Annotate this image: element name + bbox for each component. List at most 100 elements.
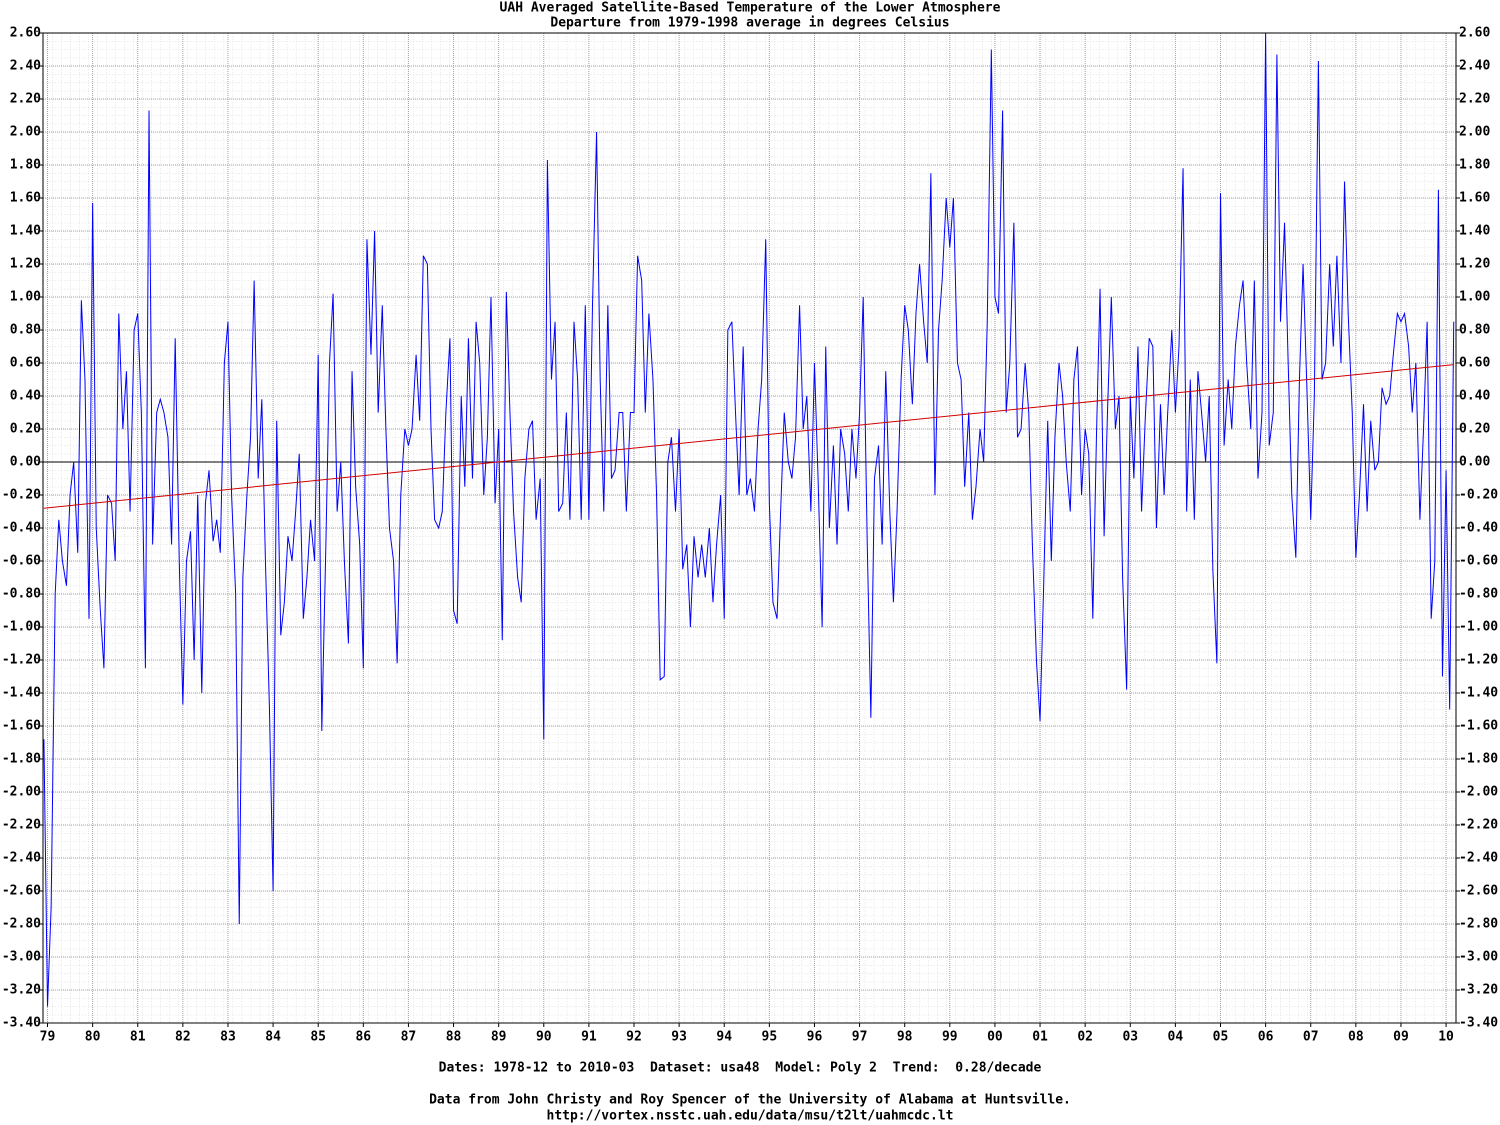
x-tick-label: 92	[626, 1030, 642, 1045]
y-tick-label: -3.40	[2, 1016, 41, 1031]
y-tick-label: 1.60	[10, 191, 41, 206]
x-tick-label: 07	[1303, 1030, 1319, 1045]
y2-tick-label: -2.60	[1459, 884, 1498, 899]
x-tick-label: 03	[1122, 1030, 1138, 1045]
y2-tick-label: -1.80	[1459, 752, 1498, 767]
y2-tick-label: -1.40	[1459, 686, 1498, 701]
x-tick-label: 02	[1077, 1030, 1093, 1045]
y-tick-label: -0.20	[2, 488, 41, 503]
y-tick-label: -3.00	[2, 950, 41, 965]
y-tick-label: -3.20	[2, 983, 41, 998]
x-tick-label: 87	[401, 1030, 417, 1045]
y-tick-label: -1.40	[2, 686, 41, 701]
y2-tick-label: 1.20	[1459, 257, 1490, 272]
x-tick-label: 96	[807, 1030, 823, 1045]
y2-tick-label: -0.60	[1459, 554, 1498, 569]
y2-tick-label: 1.40	[1459, 224, 1490, 239]
y-tick-label: 0.20	[10, 422, 41, 437]
plot-frame	[42, 32, 1457, 1024]
y2-tick-label: 1.60	[1459, 191, 1490, 206]
y2-tick-label: -1.00	[1459, 620, 1498, 635]
y-tick-label: -1.80	[2, 752, 41, 767]
y2-tick-label: 2.00	[1459, 125, 1490, 140]
y2-tick-label: 0.20	[1459, 422, 1490, 437]
y-tick-label: 2.60	[10, 26, 41, 41]
footer-text: Data from John Christy and Roy Spencer o…	[429, 1093, 1071, 1108]
x-tick-label: 86	[355, 1030, 371, 1045]
x-tick-label: 89	[491, 1030, 507, 1045]
x-tick-label: 05	[1213, 1030, 1229, 1045]
y2-tick-label: 1.00	[1459, 290, 1490, 305]
y2-tick-label: -0.40	[1459, 521, 1498, 536]
y-tick-label: -0.60	[2, 554, 41, 569]
chart-title: UAH Averaged Satellite-Based Temperature…	[500, 1, 1001, 16]
y2-tick-label: 2.40	[1459, 59, 1490, 74]
y-tick-label: -0.40	[2, 521, 41, 536]
y-tick-label: 1.20	[10, 257, 41, 272]
x-tick-label: 88	[446, 1030, 462, 1045]
data-line	[43, 32, 1455, 1007]
y-tick-label: -1.20	[2, 653, 41, 668]
y2-tick-label: 0.80	[1459, 323, 1490, 338]
y2-tick-label: -0.20	[1459, 488, 1498, 503]
y-tick-label: -2.40	[2, 851, 41, 866]
y-tick-label: 0.40	[10, 389, 41, 404]
y2-tick-label: 0.00	[1459, 455, 1490, 470]
x-tick-label: 93	[671, 1030, 687, 1045]
y-tick-label: 2.40	[10, 59, 41, 74]
y-tick-label: -2.20	[2, 818, 41, 833]
y-tick-label: 0.60	[10, 356, 41, 371]
y2-tick-label: 1.80	[1459, 158, 1490, 173]
y2-tick-label: 0.40	[1459, 389, 1490, 404]
x-tick-label: 80	[85, 1030, 101, 1045]
x-tick-label: 98	[897, 1030, 913, 1045]
y-tick-label: 0.80	[10, 323, 41, 338]
y2-tick-label: -2.00	[1459, 785, 1498, 800]
y-tick-label: 2.00	[10, 125, 41, 140]
chart-subtitle: Departure from 1979-1998 average in degr…	[550, 16, 949, 31]
y2-tick-label: 2.20	[1459, 92, 1490, 107]
x-tick-label: 82	[175, 1030, 191, 1045]
y-tick-label: -2.00	[2, 785, 41, 800]
x-tick-label: 85	[310, 1030, 326, 1045]
y2-tick-label: -2.20	[1459, 818, 1498, 833]
y2-tick-label: -0.80	[1459, 587, 1498, 602]
y-tick-label: -1.60	[2, 719, 41, 734]
y-tick-label: -2.80	[2, 917, 41, 932]
y2-tick-label: -2.80	[1459, 917, 1498, 932]
x-tick-label: 83	[220, 1030, 236, 1045]
x-tick-label: 99	[942, 1030, 958, 1045]
y-tick-label: 1.00	[10, 290, 41, 305]
x-tick-label: 90	[536, 1030, 552, 1045]
x-tick-label: 09	[1393, 1030, 1409, 1045]
y2-tick-label: 0.60	[1459, 356, 1490, 371]
y2-tick-label: -1.20	[1459, 653, 1498, 668]
y2-tick-label: -3.40	[1459, 1016, 1498, 1031]
y2-tick-label: 2.60	[1459, 26, 1490, 41]
x-tick-label: 00	[987, 1030, 1003, 1045]
x-tick-label: 91	[581, 1030, 597, 1045]
y-tick-label: 1.80	[10, 158, 41, 173]
y-tick-label: -2.60	[2, 884, 41, 899]
y-tick-label: -0.80	[2, 587, 41, 602]
y2-tick-label: -3.20	[1459, 983, 1498, 998]
x-tick-label: 79	[40, 1030, 56, 1045]
x-tick-label: 97	[852, 1030, 868, 1045]
y-tick-label: 1.40	[10, 224, 41, 239]
y-tick-label: 2.20	[10, 92, 41, 107]
y-tick-label: 0.00	[10, 455, 41, 470]
y-tick-label: -1.00	[2, 620, 41, 635]
x-tick-label: 04	[1168, 1030, 1184, 1045]
y2-tick-label: -2.40	[1459, 851, 1498, 866]
x-tick-label: 06	[1258, 1030, 1274, 1045]
footer-text: http://vortex.nsstc.uah.edu/data/msu/t2l…	[547, 1109, 954, 1124]
data-line	[43, 364, 1454, 509]
x-tick-label: 94	[716, 1030, 732, 1045]
x-tick-label: 10	[1438, 1030, 1454, 1045]
footer-text: Dates: 1978-12 to 2010-03 Dataset: usa48…	[439, 1061, 1042, 1076]
x-tick-label: 01	[1032, 1030, 1048, 1045]
y2-tick-label: -1.60	[1459, 719, 1498, 734]
x-tick-label: 81	[130, 1030, 146, 1045]
